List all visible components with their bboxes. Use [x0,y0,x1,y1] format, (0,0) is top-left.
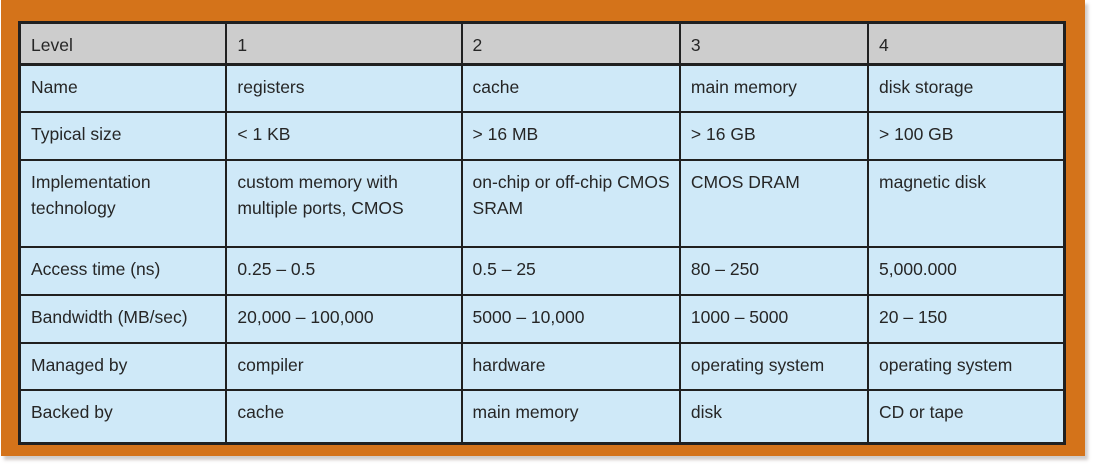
column-header-level-4: 4 [867,21,1066,66]
table-cell: 20,000 – 100,000 [225,293,463,344]
table-cell: 0.5 – 25 [460,246,681,296]
table-cell: main memory [460,389,681,445]
table-cell: > 16 GB [678,111,870,162]
table-row-managed-by: Managed by compiler hardware operating s… [18,341,1066,392]
row-label: Implementation technology [18,159,228,249]
table-row-implementation-technology: Implementation technology custom memory … [18,159,1066,249]
table-row-bandwidth: Bandwidth (MB/sec) 20,000 – 100,000 5000… [18,293,1066,344]
table-cell: CD or tape [867,389,1066,445]
table-row-typical-size: Typical size < 1 KB > 16 MB > 16 GB > 10… [18,111,1066,162]
table-row-backed-by: Backed by cache main memory disk CD or t… [18,389,1066,445]
table-cell: disk storage [867,63,1066,114]
table-cell: 80 – 250 [678,246,870,296]
table-row-access-time: Access time (ns) 0.25 – 0.5 0.5 – 25 80 … [18,246,1066,296]
column-header-level: Level [18,21,228,66]
table-cell: 0.25 – 0.5 [225,246,463,296]
row-label: Managed by [18,341,228,392]
table-cell: compiler [225,341,463,392]
row-label: Typical size [18,111,228,162]
table-cell: operating system [867,341,1066,392]
column-header-level-2: 2 [460,21,681,66]
table-cell: hardware [460,341,681,392]
table-cell: > 100 GB [867,111,1066,162]
column-header-level-3: 3 [678,21,870,66]
table-cell: magnetic disk [867,159,1066,249]
memory-hierarchy-table: Level 1 2 3 4 Name registers cache main … [18,21,1066,445]
row-label: Backed by [18,389,228,445]
table-header-row: Level 1 2 3 4 [18,21,1066,66]
column-header-level-1: 1 [225,21,463,66]
table-cell: operating system [678,341,870,392]
table-cell: cache [225,389,463,445]
table-cell: CMOS DRAM [678,159,870,249]
row-label: Name [18,63,228,114]
slide-table-frame: Level 1 2 3 4 Name registers cache main … [1,0,1085,456]
table-row-name: Name registers cache main memory disk st… [18,63,1066,114]
row-label: Bandwidth (MB/sec) [18,293,228,344]
row-label: Access time (ns) [18,246,228,296]
table-cell: disk [678,389,870,445]
table-cell: on-chip or off-chip CMOS SRAM [460,159,681,249]
table-cell: main memory [678,63,870,114]
table-cell: cache [460,63,681,114]
table-cell: custom memory with multiple ports, CMOS [225,159,463,249]
table-cell: > 16 MB [460,111,681,162]
table-cell: registers [225,63,463,114]
table-cell: 20 – 150 [867,293,1066,344]
table-cell: 1000 – 5000 [678,293,870,344]
table-cell: 5,000.000 [867,246,1066,296]
table-cell: < 1 KB [225,111,463,162]
table-cell: 5000 – 10,000 [460,293,681,344]
